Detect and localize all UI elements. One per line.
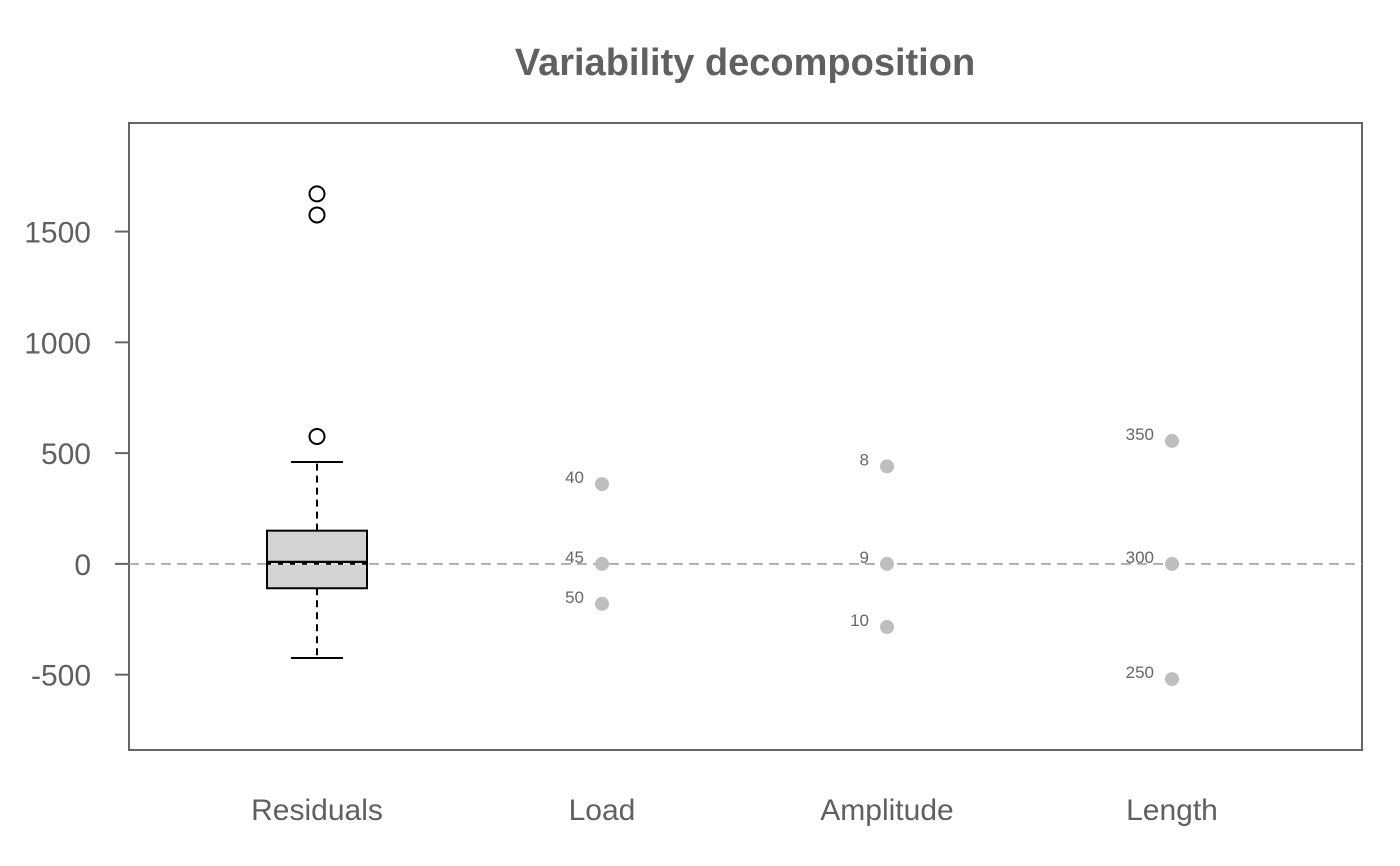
outlier-point: [308, 206, 326, 224]
y-tick-label: 1000: [24, 327, 91, 360]
x-category-label: Amplitude: [820, 794, 953, 827]
x-category-labels: Residuals Load Amplitude Length: [251, 794, 1218, 827]
chart-title: Variability decomposition: [515, 42, 975, 84]
outlier-point: [308, 185, 326, 203]
effect-point: [595, 556, 609, 571]
effect-point-label: 350: [1126, 425, 1154, 444]
y-tick-label: -500: [31, 660, 91, 693]
factor-effects: 40 45 50 8 9 10 350 300 250: [565, 425, 1179, 687]
effect-point: [595, 596, 609, 611]
effect-point-label: 250: [1126, 663, 1154, 682]
effect-point-label: 8: [860, 450, 869, 469]
y-axis: -500 0 500 1000 1500: [24, 217, 129, 693]
plot-frame: [128, 122, 1363, 751]
effect-point-label: 300: [1126, 548, 1154, 567]
effect-point: [880, 459, 894, 474]
effect-point-label: 50: [565, 588, 584, 607]
effect-point-label: 40: [565, 468, 584, 487]
effect-point-label: 45: [565, 548, 584, 567]
box-iqr: [266, 529, 368, 590]
x-category-label: Length: [1126, 794, 1218, 827]
effect-point-label: 10: [850, 611, 869, 630]
residuals-boxplot: [266, 185, 368, 660]
effect-point: [880, 556, 894, 571]
effect-point-label: 9: [860, 548, 869, 567]
outlier-point: [308, 428, 326, 445]
y-tick-label: 500: [41, 438, 91, 471]
effect-point: [1165, 433, 1179, 448]
x-category-label: Residuals: [251, 794, 383, 827]
x-category-label: Load: [569, 794, 636, 827]
effect-point: [880, 620, 894, 635]
effect-point: [595, 477, 609, 492]
y-tick-label: 1500: [24, 217, 91, 250]
y-tick-label: 0: [74, 549, 91, 582]
effect-point: [1165, 672, 1179, 687]
effect-point: [1165, 556, 1179, 571]
